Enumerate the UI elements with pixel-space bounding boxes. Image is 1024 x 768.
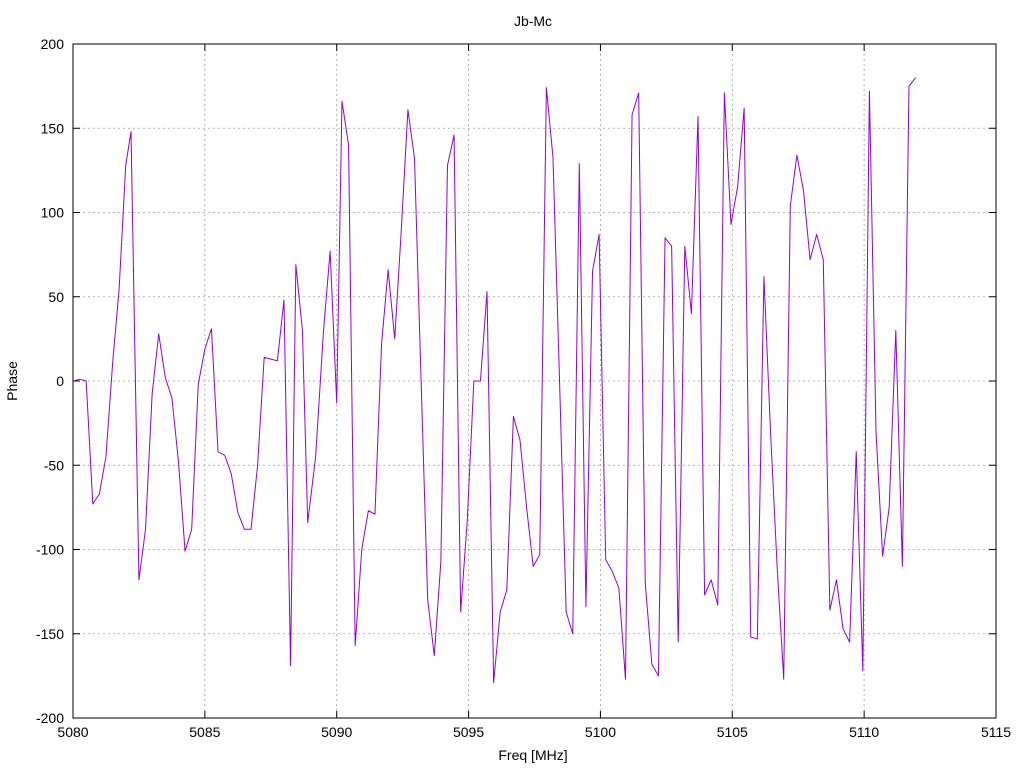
y-tick-label: 150 <box>41 120 65 136</box>
x-tick-labels: 5080 5085 5090 5095 5100 5105 5110 5115 <box>57 724 1011 740</box>
y-tick-label: -150 <box>36 626 64 642</box>
y-axis-label: Phase <box>4 361 20 401</box>
x-tick-label: 5105 <box>717 724 748 740</box>
x-tick-label: 5115 <box>981 724 1011 740</box>
y-tick-label: 100 <box>41 205 65 221</box>
x-tick-label: 5085 <box>189 724 220 740</box>
y-tick-label: -200 <box>36 710 64 726</box>
grid-lines <box>73 44 996 718</box>
x-tick-label: 5100 <box>585 724 616 740</box>
y-tick-labels: -200 -150 -100 -50 0 50 100 150 200 <box>36 36 64 726</box>
y-tick-label: 50 <box>48 289 64 305</box>
y-tick-label: -50 <box>44 457 64 473</box>
x-tick-label: 5080 <box>57 724 88 740</box>
series-layer <box>72 77 916 684</box>
x-tick-label: 5095 <box>453 724 484 740</box>
chart-title: Jb-Mc <box>514 13 552 29</box>
x-axis-label: Freq [MHz] <box>498 747 567 763</box>
y-tick-label: 200 <box>41 36 65 52</box>
y-tick-label: -100 <box>36 542 64 558</box>
series-line-0 <box>72 77 916 684</box>
x-tick-label: 5110 <box>849 724 879 740</box>
axis-ticks <box>72 43 997 719</box>
y-tick-label: 0 <box>56 373 64 389</box>
x-tick-label: 5090 <box>321 724 352 740</box>
